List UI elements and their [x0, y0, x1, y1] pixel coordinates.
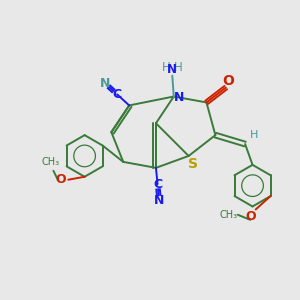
Text: C: C	[112, 88, 122, 101]
Text: N: N	[174, 92, 184, 104]
Text: CH₃: CH₃	[220, 210, 238, 220]
Text: H: H	[250, 130, 258, 140]
Text: N: N	[154, 194, 164, 207]
Text: H: H	[174, 61, 183, 74]
Text: N: N	[167, 63, 177, 76]
Text: O: O	[222, 74, 234, 88]
Text: CH₃: CH₃	[41, 158, 59, 167]
Text: O: O	[56, 173, 66, 186]
Text: C: C	[153, 178, 162, 190]
Text: H: H	[162, 61, 171, 74]
Text: O: O	[245, 210, 256, 224]
Text: N: N	[100, 77, 110, 90]
Text: S: S	[188, 157, 198, 171]
